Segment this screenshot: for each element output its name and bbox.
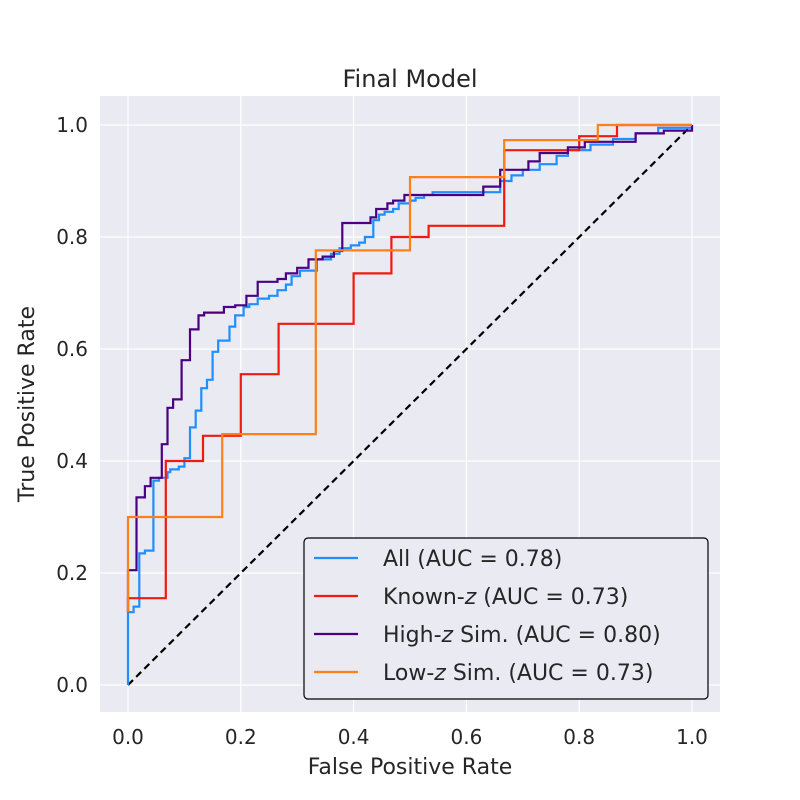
- legend-box: [303, 537, 709, 700]
- chance-diagonal-line: [127, 124, 693, 686]
- y-tick-label: 0.8: [56, 225, 88, 249]
- x-axis-label: False Positive Rate: [308, 755, 512, 780]
- x-tick-label: 0.6: [450, 725, 482, 749]
- legend: All (AUC = 0.78) Known-z (AUC = 0.73) High…: [303, 537, 709, 700]
- roc-curve-all: [126, 125, 694, 685]
- x-tick-label: 0.4: [338, 725, 370, 749]
- y-tick-label: 0.6: [56, 337, 88, 361]
- y-tick-label: 1.0: [56, 113, 88, 137]
- y-tick-label: 0.4: [56, 449, 88, 473]
- x-tick-labels: 0.0 0.2 0.4 0.6 0.8 1.0: [112, 725, 708, 749]
- roc-curve-known-z: [126, 123, 692, 613]
- legend-label: Low-z Sim. (AUC = 0.73): [383, 661, 653, 686]
- legend-label: Known-z (AUC = 0.73): [383, 585, 628, 610]
- legend-label: High-z Sim. (AUC = 0.80): [383, 623, 661, 648]
- x-tick-label: 1.0: [676, 725, 708, 749]
- roc-curve-high-z-sim: [126, 125, 694, 613]
- x-tick-label: 0.2: [225, 725, 257, 749]
- x-tick-label: 0.0: [112, 725, 144, 749]
- y-tick-label: 0.2: [56, 561, 88, 585]
- legend-label: All (AUC = 0.78): [383, 547, 562, 572]
- roc-curve-low-z-sim: [126, 123, 692, 613]
- x-tick-label: 0.8: [563, 725, 595, 749]
- y-tick-label: 0.0: [56, 673, 88, 697]
- y-tick-labels: 0.0 0.2 0.4 0.6 0.8 1.0: [56, 113, 88, 697]
- roc-curves: [126, 123, 694, 686]
- y-axis-label: True Positive Rate: [15, 306, 40, 503]
- chart-title: Final Model: [343, 65, 478, 93]
